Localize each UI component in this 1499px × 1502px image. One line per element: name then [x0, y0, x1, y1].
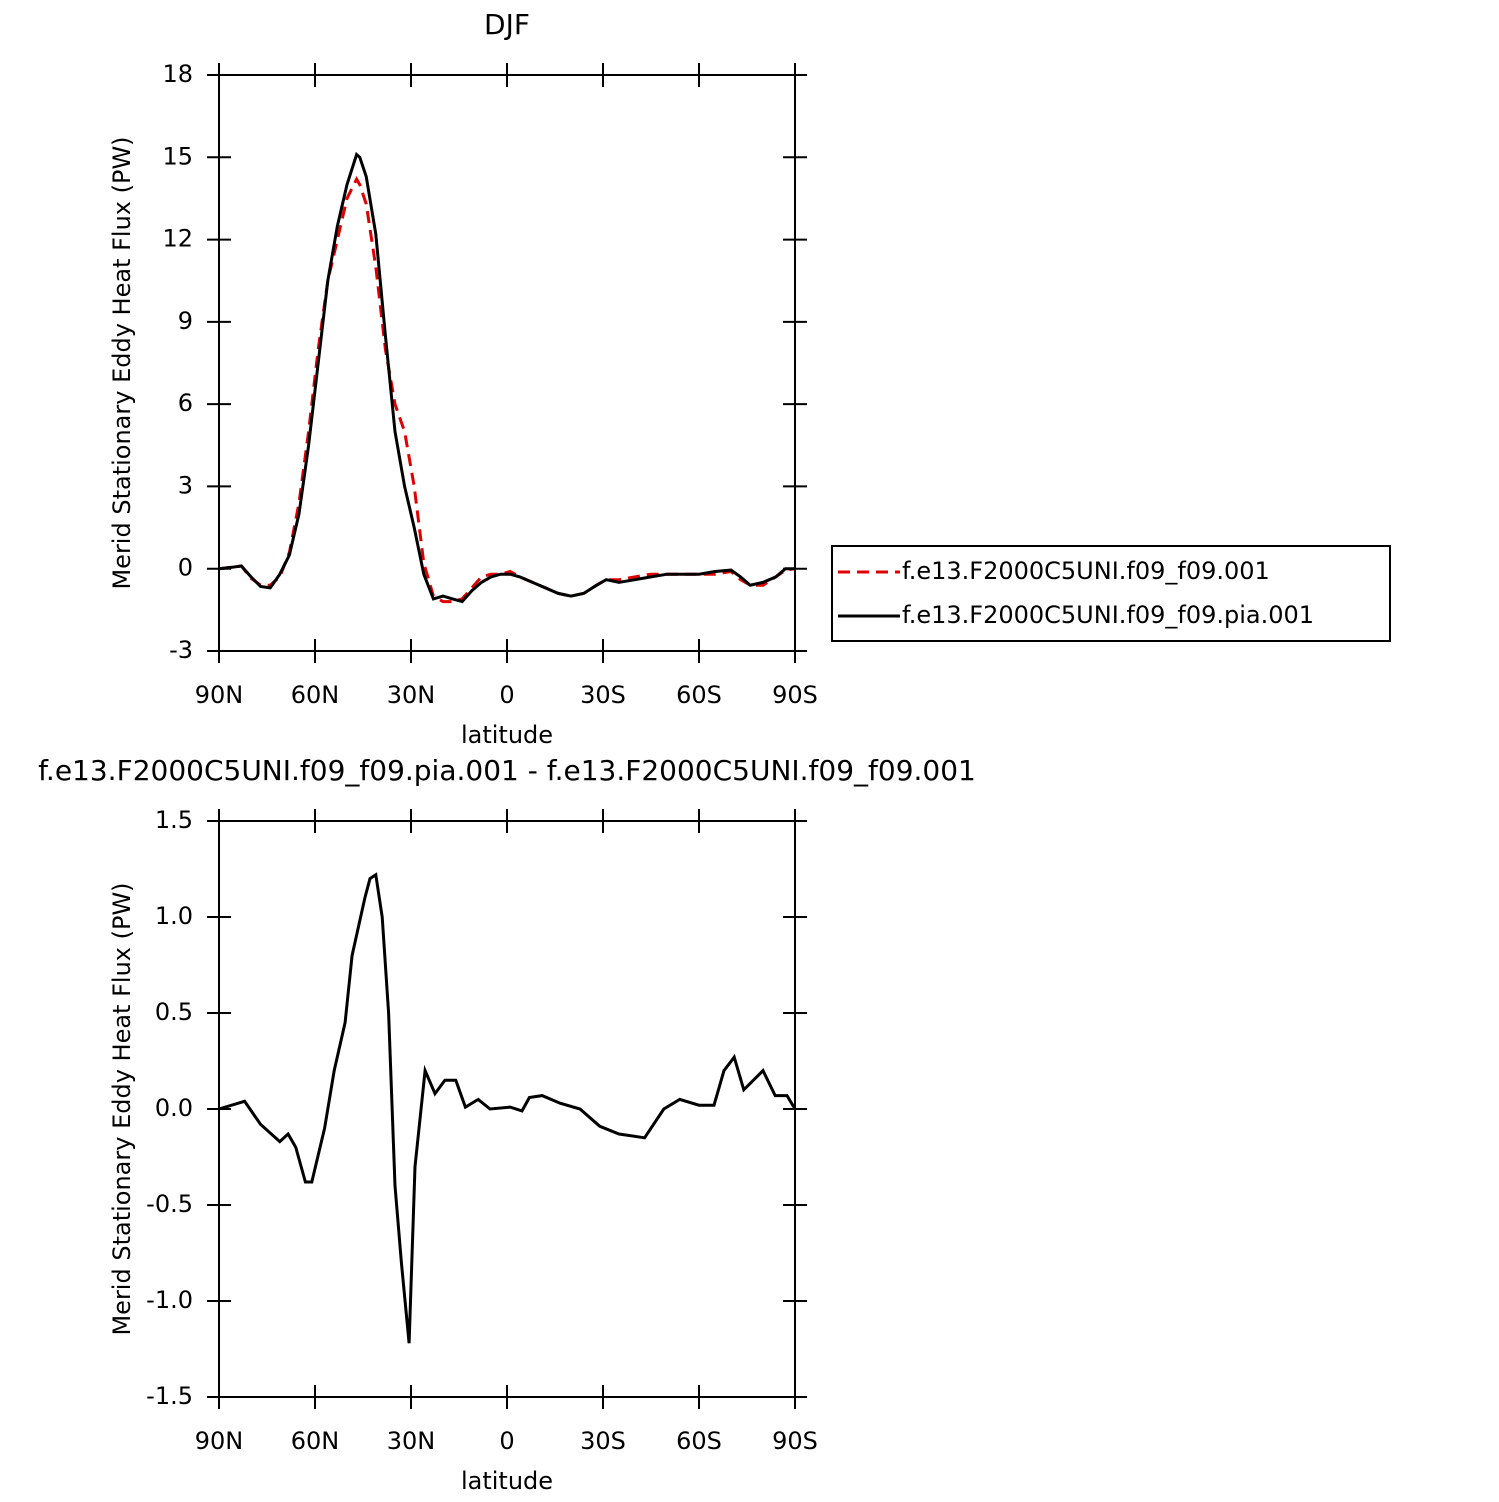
x-tick-label: 60S	[676, 681, 722, 709]
y-tick-label: 6	[178, 389, 193, 417]
y-tick-label: 15	[162, 142, 193, 170]
x-tick-label: 30S	[580, 1427, 626, 1455]
x-tick-label: 0	[499, 681, 514, 709]
x-tick-label: 60N	[291, 1427, 340, 1455]
data-line	[218, 176, 796, 604]
data-line	[218, 151, 795, 604]
y-tick-label: -1.0	[146, 1286, 193, 1314]
x-tick-label: 30N	[387, 1427, 436, 1455]
x-axis-label: latitude	[461, 1467, 553, 1495]
data-line	[218, 872, 797, 1344]
y-tick-label: 12	[162, 225, 193, 253]
x-tick-label: 30N	[387, 681, 436, 709]
legend-label: f.e13.F2000C5UNI.f09_f09.001	[902, 557, 1270, 585]
y-axis-label: Merid Stationary Eddy Heat Flux (PW)	[108, 882, 136, 1335]
x-tick-label: 90S	[772, 681, 818, 709]
y-tick-label: -0.5	[146, 1190, 193, 1218]
y-tick-label: 0	[178, 554, 193, 582]
y-tick-label: -3	[169, 636, 193, 664]
plot-frame	[218, 820, 796, 1398]
x-tick-label: 90S	[772, 1427, 818, 1455]
y-tick-label: 0.0	[155, 1094, 193, 1122]
chart-title: f.e13.F2000C5UNI.f09_f09.pia.001 - f.e13…	[38, 754, 976, 787]
x-tick-label: 0	[499, 1427, 514, 1455]
x-tick-label: 90N	[195, 681, 244, 709]
plot-frame	[218, 74, 796, 652]
y-tick-label: 1.5	[155, 806, 193, 834]
chart-title: DJF	[484, 8, 530, 41]
y-tick-label: 18	[162, 60, 193, 88]
y-axis-label: Merid Stationary Eddy Heat Flux (PW)	[108, 136, 136, 589]
y-tick-label: 1.0	[155, 902, 193, 930]
legend-box	[831, 545, 1391, 642]
x-tick-label: 90N	[195, 1427, 244, 1455]
x-tick-label: 30S	[580, 681, 626, 709]
y-tick-label: -1.5	[146, 1382, 193, 1410]
y-tick-label: 3	[178, 471, 193, 499]
x-axis-label: latitude	[461, 721, 553, 749]
legend-label: f.e13.F2000C5UNI.f09_f09.pia.001	[902, 601, 1314, 629]
x-tick-label: 60N	[291, 681, 340, 709]
y-tick-label: 0.5	[155, 998, 193, 1026]
x-tick-label: 60S	[676, 1427, 722, 1455]
y-tick-label: 9	[178, 307, 193, 335]
